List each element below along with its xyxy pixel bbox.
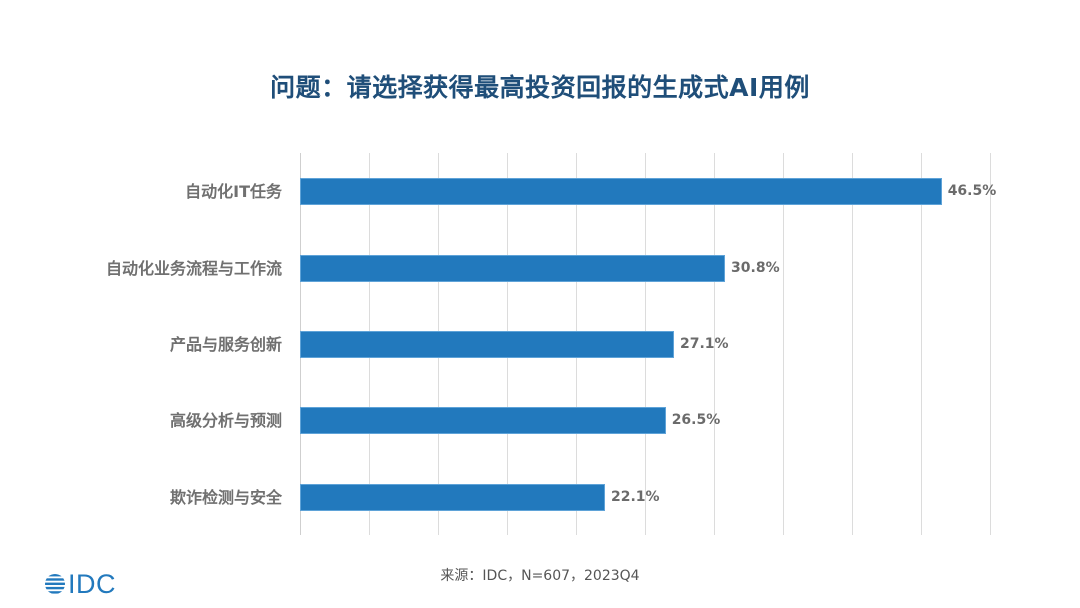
category-label: 自动化IT任务 <box>185 181 282 201</box>
gridline <box>990 153 991 535</box>
source-note: 来源：IDC，N=607，2023Q4 <box>440 568 640 584</box>
bar <box>300 330 674 358</box>
bar <box>300 406 666 434</box>
data-label: 30.8% <box>731 259 780 276</box>
category-label: 产品与服务创新 <box>169 334 282 354</box>
gridline <box>714 153 715 535</box>
bar <box>300 483 605 511</box>
data-label: 46.5% <box>947 182 997 199</box>
category-label: 高级分析与预测 <box>169 410 282 430</box>
category-label: 自动化业务流程与工作流 <box>105 258 282 278</box>
logo-text: IDC <box>68 569 116 599</box>
idc-globe-icon <box>45 574 65 594</box>
data-label: 27.1% <box>679 335 729 352</box>
idc-logo: IDC <box>44 569 116 599</box>
data-label: 22.1% <box>610 488 660 505</box>
category-label: 欺诈检测与安全 <box>169 487 282 507</box>
gridline <box>783 153 784 535</box>
gridline <box>921 153 922 535</box>
gridline <box>852 153 853 535</box>
plot-area: 46.5% 30.8% 27.1% 26.5% 22.1% <box>300 153 996 535</box>
bar <box>300 254 726 282</box>
bar <box>300 177 942 205</box>
data-label: 26.5% <box>671 411 721 428</box>
chart-title: 问题：请选择获得最高投资回报的生成式AI用例 <box>270 73 810 102</box>
